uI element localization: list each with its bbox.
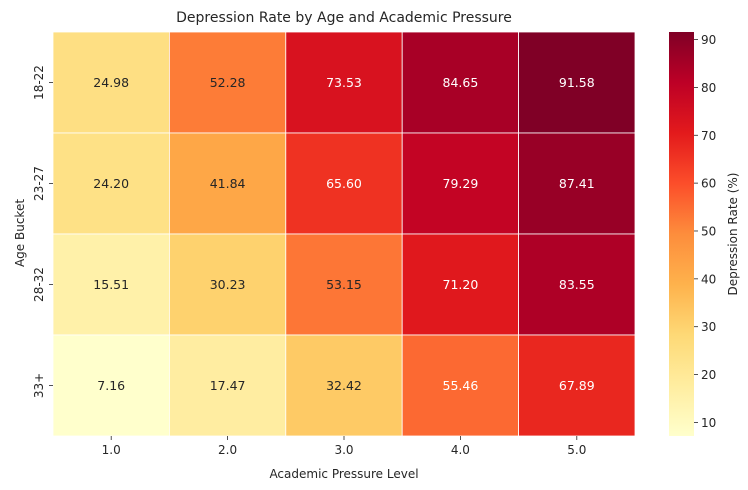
cell-value-label: 24.98 (93, 75, 129, 90)
cell-value-label: 30.23 (210, 277, 246, 292)
colorbar-label: Depression Rate (%) (726, 173, 740, 296)
heatmap-cell (285, 233, 403, 336)
cell-value-label: 84.65 (443, 75, 479, 90)
colorbar-tick-label: 20 (701, 368, 716, 382)
heatmap-cell (285, 132, 403, 235)
heatmap-cell (168, 334, 287, 437)
cell-value-label: 65.60 (326, 176, 362, 191)
heatmap-cell (52, 132, 170, 235)
cell-value-label: 15.51 (93, 277, 129, 292)
heatmap-cell (168, 233, 287, 336)
y-axis-label: Age Bucket (13, 199, 27, 267)
colorbar-tick-label: 80 (701, 81, 716, 95)
cell-value-label: 24.20 (93, 176, 129, 191)
cell-value-label: 17.47 (210, 378, 246, 393)
x-axis: 1.0 2.0 3.0 4.0 5.0 (102, 436, 586, 457)
cell-value-label: 7.16 (97, 378, 125, 393)
heatmap-cell (401, 31, 520, 134)
heatmap-cell (518, 31, 636, 134)
heatmap-cell (518, 334, 636, 437)
y-axis: 18-22 23-27 28-32 33+ (32, 65, 53, 398)
heatmap-cell (285, 334, 403, 437)
colorbar-tick-label: 50 (701, 224, 716, 238)
cell-value-label: 73.53 (326, 75, 362, 90)
colorbar-tick-label: 30 (701, 320, 716, 334)
cell-value-label: 52.28 (210, 75, 246, 90)
x-tick-label: 4.0 (451, 443, 470, 457)
cell-value-label: 87.41 (559, 176, 595, 191)
y-tick-label: 33+ (32, 373, 46, 398)
cell-value-label: 91.58 (559, 75, 595, 90)
colorbar-tick-label: 60 (701, 177, 716, 191)
y-tick-label: 23-27 (32, 166, 46, 201)
colorbar (669, 32, 694, 436)
heatmap-cell (401, 334, 520, 437)
heatmap-cell (285, 31, 403, 134)
x-tick-label: 3.0 (334, 443, 353, 457)
y-tick-label: 18-22 (32, 65, 46, 100)
x-tick-label: 5.0 (567, 443, 586, 457)
chart-title: Depression Rate by Age and Academic Pres… (176, 10, 512, 26)
heatmap-cell (52, 31, 170, 134)
x-tick-label: 1.0 (102, 443, 121, 457)
colorbar-tick-label: 70 (701, 129, 716, 143)
colorbar-tick-label: 10 (701, 416, 716, 430)
cell-value-label: 83.55 (559, 277, 595, 292)
colorbar-tick-label: 90 (701, 33, 716, 47)
cell-value-label: 79.29 (443, 176, 479, 191)
cell-value-label: 41.84 (210, 176, 246, 191)
cell-value-label: 55.46 (443, 378, 479, 393)
colorbar-tick-label: 40 (701, 272, 716, 286)
heatmap-cell (518, 132, 636, 235)
cell-value-label: 53.15 (326, 277, 362, 292)
x-tick-label: 2.0 (218, 443, 237, 457)
cell-value-label: 67.89 (559, 378, 595, 393)
heatmap-cell (168, 31, 287, 134)
colorbar-ticks: 10 20 30 40 50 60 70 80 90 (694, 33, 716, 430)
cell-value-label: 32.42 (326, 378, 362, 393)
cell-value-label: 71.20 (443, 277, 479, 292)
heatmap-cell (401, 233, 520, 336)
heatmap-cell-labels: 24.98 52.28 73.53 84.65 91.58 24.20 41.84 65.60… (93, 75, 594, 393)
heatmap-cell (518, 233, 636, 336)
heatmap-cells (52, 31, 636, 437)
y-tick-label: 28-32 (32, 267, 46, 302)
x-axis-label: Academic Pressure Level (269, 467, 418, 481)
